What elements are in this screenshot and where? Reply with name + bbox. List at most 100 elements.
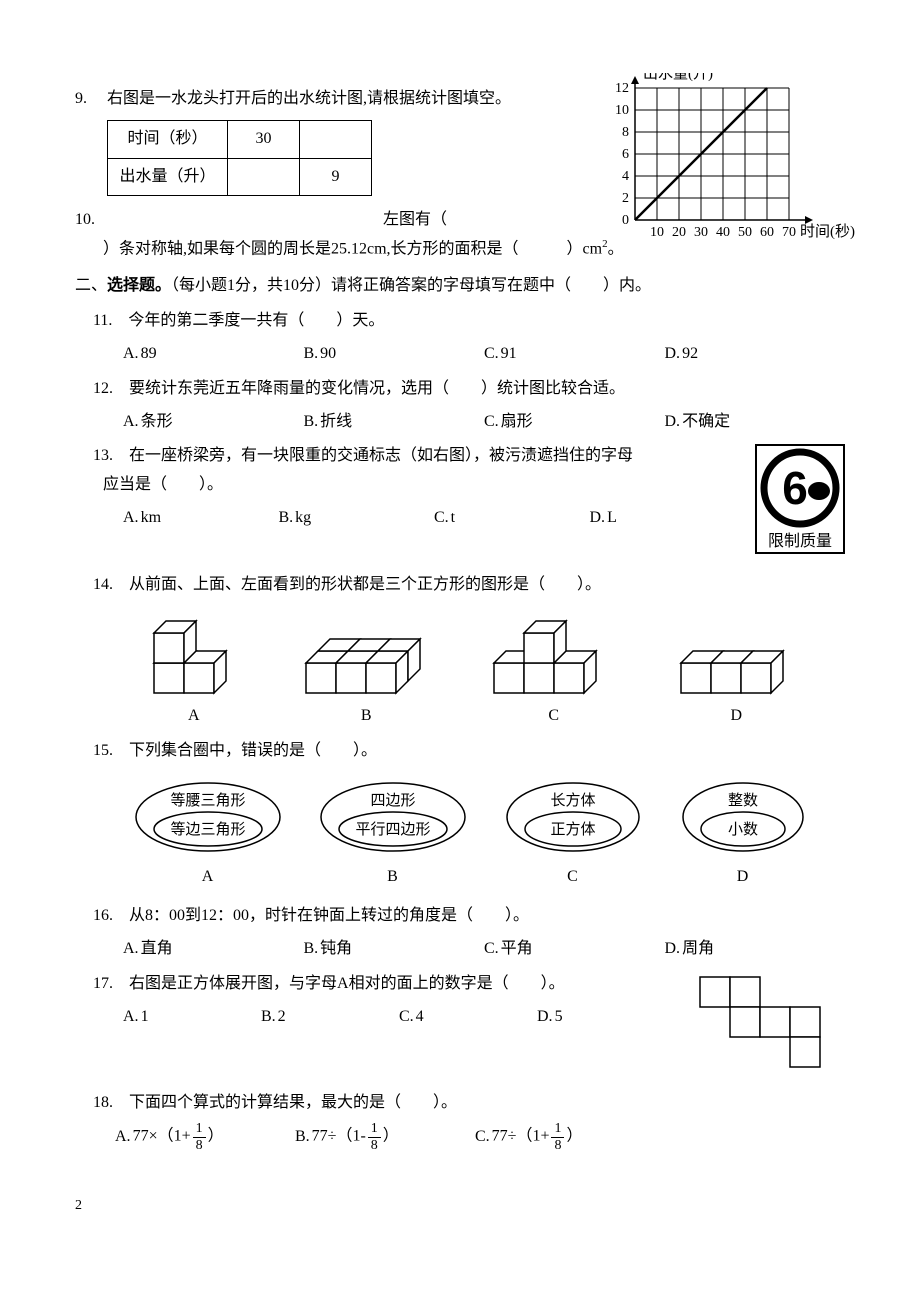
q12-text: 要统计东莞近五年降雨量的变化情况，选用（ ）统计图比较合适。 — [129, 380, 625, 397]
svg-text:平行四边形: 平行四边形 — [355, 821, 430, 838]
svg-text:6: 6 — [782, 462, 808, 514]
cell: 时间（秒） — [108, 120, 228, 158]
q16-opt-d: D.周角 — [665, 935, 846, 964]
svg-text:2: 2 — [741, 985, 749, 1002]
section-bold: 选择题。 — [107, 277, 171, 294]
cell: 9 — [300, 158, 372, 196]
q11-opt-c: C.91 — [484, 340, 665, 369]
question-11: 11. 今年的第二季度一共有（ ）天。 A.89 B.90 C.91 D.92 — [75, 307, 845, 369]
q18-opt-c: C.77÷（1+18） — [475, 1121, 655, 1153]
q14-num: 14. — [93, 576, 113, 593]
question-16: 16. 从8：00到12：00，时针在钟面上转过的角度是（ ）。 A.直角 B.… — [75, 902, 845, 964]
q12-opt-a: A.条形 — [123, 408, 304, 437]
svg-text:A: A — [739, 1015, 750, 1032]
cell: 30 — [228, 120, 300, 158]
q15-fig-a: 等腰三角形 等边三角形 A — [128, 779, 288, 892]
q17-num: 17. — [93, 975, 113, 992]
q16-opt-b: B.钝角 — [304, 935, 485, 964]
q10-text2: ）条对称轴,如果每个圆的周长是25.12cm,长方形的面积是（ ）cm — [103, 241, 602, 258]
q13-opt-a: A.km — [123, 504, 279, 533]
q17-opt-d: D.5 — [537, 1003, 675, 1032]
q18-opt-b: B.77÷（1-18） — [295, 1121, 475, 1153]
q10-num: 10. — [75, 211, 95, 228]
q12-num: 12. — [93, 380, 113, 397]
question-17: 1 2 A 3 4 5 17. 右图是正方体展开图，与字母A相对的面上的数字是（… — [75, 970, 845, 1083]
q12-opt-b: B.折线 — [304, 408, 485, 437]
q14-text: 从前面、上面、左面看到的形状都是三个正方形的图形是（ ）。 — [129, 576, 601, 593]
q17-opt-a: A.1 — [123, 1003, 261, 1032]
q18-num: 18. — [93, 1094, 113, 1111]
q11-opt-d: D.92 — [665, 340, 846, 369]
svg-text:长方体: 长方体 — [550, 792, 595, 809]
q17-text: 右图是正方体展开图，与字母A相对的面上的数字是（ ）。 — [129, 975, 565, 992]
q15-num: 15. — [93, 742, 113, 759]
q15-fig-b: 四边形 平行四边形 B — [313, 779, 473, 892]
q14-fig-b: B — [296, 608, 436, 731]
svg-text:6: 6 — [622, 147, 629, 162]
q18-text: 下面四个算式的计算结果，最大的是（ ）。 — [129, 1094, 457, 1111]
svg-text:12: 12 — [615, 81, 629, 96]
cell: 出水量（升） — [108, 158, 228, 196]
svg-text:等腰三角形: 等腰三角形 — [170, 791, 245, 809]
q15-fig-c: 长方体 正方体 C — [498, 779, 648, 892]
section-pre: 二、 — [75, 277, 107, 294]
svg-text:3: 3 — [771, 1015, 779, 1032]
q14-fig-c: C — [484, 608, 624, 731]
question-10: 10. 左图有（ ）条对称轴,如果每个圆的周长是25.12cm,长方形的面积是（… — [75, 206, 845, 264]
q11-opt-a: A.89 — [123, 340, 304, 369]
svg-text:四边形: 四边形 — [370, 792, 415, 809]
svg-text:5: 5 — [801, 1045, 809, 1062]
question-12: 12. 要统计东莞近五年降雨量的变化情况，选用（ ）统计图比较合适。 A.条形 … — [75, 375, 845, 437]
q13-opt-b: B.kg — [279, 504, 435, 533]
svg-text:整数: 整数 — [727, 792, 757, 809]
q13-text2: 应当是（ ）。 — [103, 476, 223, 493]
q13-text: 在一座桥梁旁，有一块限重的交通标志（如右图），被污渍遮挡住的字母 — [129, 447, 633, 464]
q16-opt-a: A.直角 — [123, 935, 304, 964]
q13-sign: 6 限制质量 — [755, 444, 845, 565]
cell — [228, 158, 300, 196]
svg-text:2: 2 — [622, 191, 629, 206]
svg-text:8: 8 — [622, 125, 629, 140]
page-number: 2 — [75, 1193, 845, 1218]
question-9: 0 2 4 6 8 10 12 10 20 30 40 50 60 70 出水量… — [75, 85, 845, 196]
q14-fig-a: A — [139, 608, 249, 731]
q11-opt-b: B.90 — [304, 340, 485, 369]
q17-opt-c: C.4 — [399, 1003, 537, 1032]
question-18: 18. 下面四个算式的计算结果，最大的是（ ）。 A.77×（1+18） B.7… — [75, 1089, 845, 1154]
svg-text:限制质量: 限制质量 — [768, 532, 832, 550]
cell — [300, 120, 372, 158]
question-15: 15. 下列集合圈中，错误的是（ ）。 等腰三角形 等边三角形 A 四边形 平行… — [75, 737, 845, 893]
q12-opt-c: C.扇形 — [484, 408, 665, 437]
svg-text:10: 10 — [615, 103, 629, 118]
svg-text:出水量(升): 出水量(升) — [643, 73, 713, 82]
svg-text:4: 4 — [622, 169, 629, 184]
q10-text3: 。 — [608, 241, 624, 258]
svg-text:正方体: 正方体 — [550, 821, 595, 838]
svg-text:1: 1 — [711, 985, 719, 1002]
q13-num: 13. — [93, 447, 113, 464]
q12-opt-d: D.不确定 — [665, 408, 846, 437]
q9-table: 时间（秒） 30 出水量（升） 9 — [107, 120, 372, 197]
svg-text:小数: 小数 — [727, 821, 757, 838]
q17-net: 1 2 A 3 4 5 — [695, 972, 835, 1083]
q17-opt-b: B.2 — [261, 1003, 399, 1032]
q16-opt-c: C.平角 — [484, 935, 665, 964]
q10-text1: 左图有（ — [383, 211, 447, 228]
q15-fig-d: 整数 小数 D — [673, 779, 813, 892]
q18-opt-a: A.77×（1+18） — [115, 1121, 295, 1153]
q15-text: 下列集合圈中，错误的是（ ）。 — [129, 742, 377, 759]
question-14: 14. 从前面、上面、左面看到的形状都是三个正方形的图形是（ ）。 A — [75, 571, 845, 731]
question-13: 6 限制质量 13. 在一座桥梁旁，有一块限重的交通标志（如右图），被污渍遮挡住… — [75, 442, 845, 565]
q14-fig-d: D — [671, 608, 801, 731]
q9-num: 9. — [75, 85, 107, 114]
q11-text: 今年的第二季度一共有（ ）天。 — [128, 312, 384, 329]
svg-text:等边三角形: 等边三角形 — [170, 820, 245, 838]
section-instr: （每小题1分，共10分）请将正确答案的字母填写在题中（ ）内。 — [171, 277, 651, 294]
svg-text:4: 4 — [801, 1015, 809, 1032]
q13-opt-d: D.L — [590, 504, 746, 533]
q13-opt-c: C.t — [434, 504, 590, 533]
q16-text: 从8：00到12：00，时针在钟面上转过的角度是（ ）。 — [129, 907, 529, 924]
q11-num: 11. — [93, 312, 112, 329]
q16-num: 16. — [93, 907, 113, 924]
section-2-heading: 二、选择题。（每小题1分，共10分）请将正确答案的字母填写在题中（ ）内。 — [75, 272, 845, 301]
